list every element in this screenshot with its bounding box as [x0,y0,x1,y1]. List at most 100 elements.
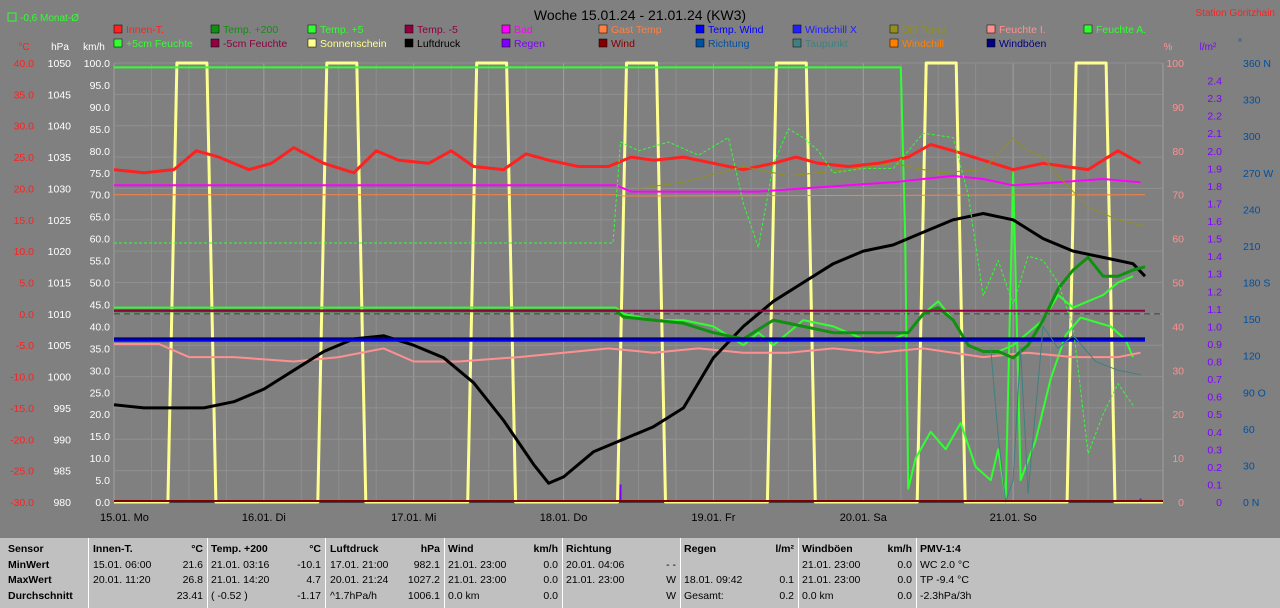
tick-label-hpa: 1035 [48,152,72,164]
stats-temp200-row: ( -0.52 ) -1.17 [211,589,321,602]
stats-richtung-column: Richtung 20.01. 04:06- - 21.01. 23:00 W W [566,542,676,608]
tick-label-kmh: 80.0 [90,146,111,158]
stats-richtung-row: W [666,589,676,602]
legend-swatch [792,38,802,48]
stats-regen-row: 18.01. 09:42 0.1 [684,574,794,586]
axis-unit-direction: ° [1238,38,1242,49]
tick-label-rain: 0.8 [1207,357,1222,369]
tick-label-direction: 150 [1243,314,1261,326]
tick-label-hpa: 980 [53,497,71,509]
tick-label-rain: 1.1 [1207,304,1222,316]
tick-label-rain: 0.9 [1207,339,1222,351]
tick-label-day: 20.01. Sa [840,512,888,524]
tick-label-hpa: 1015 [48,278,72,290]
tick-label-hpa: 1030 [48,183,72,195]
legend-label: Bad [514,24,533,36]
series-gast-temp-line [114,194,1146,197]
legend-label: Luftdruck [417,38,461,50]
tick-label-direction: 90 O [1243,387,1266,399]
stats-min-label: MinWert [8,558,50,571]
tick-label-kmh: 40.0 [90,321,111,333]
tick-label-percent: 70 [1172,190,1184,202]
legend-label: Windchill X [805,24,857,36]
tick-label-percent: 80 [1172,146,1184,158]
tick-label-celsius: 10.0 [14,246,35,258]
legend-label: Innen-T. [126,24,164,36]
stats-windboen-row: 21.01. 23:00 0.0 [802,558,912,571]
stats-innen-row: 20.01. 11:20 26.8 [93,574,203,586]
tick-label-rain: 1.9 [1207,163,1222,175]
series-innen-t--line [113,143,1142,175]
stats-windboen-row: 0.0 km 0.0 [802,589,912,602]
tick-label-hpa: 1000 [48,372,72,384]
tick-label-rain: 0 [1216,497,1222,509]
stats-regen-header: Regen l/m² [684,543,794,555]
legend-label: Gast Temp [611,24,662,36]
legend-swatch [695,24,705,34]
tick-label-celsius: 20.0 [14,183,35,195]
tick-label-rain: 1.6 [1207,216,1222,228]
tick-label-kmh: 5.0 [95,475,110,487]
tick-label-rain: 2.3 [1207,93,1222,105]
tick-label-celsius: -25.0 [10,466,34,478]
stats-innen-row: 15.01. 06:00 21.6 [93,558,203,571]
stats-wind-header: Wind km/h [448,543,558,555]
stats-richtung-row: 21.01. 23:00 W [566,574,676,586]
tick-label-kmh: 90.0 [90,102,111,114]
legend-swatch [404,38,414,48]
legend-swatch [889,24,899,34]
tick-label-rain: 0.7 [1207,374,1222,386]
tick-label-hpa: 1025 [48,215,72,227]
tick-label-kmh: 45.0 [90,299,111,311]
series-diff-temp--line [638,137,1146,227]
stats-wind-row: 21.01. 23:00 0.0 [448,574,558,586]
legend-label: Diff Temp. [902,24,949,36]
legend-label: Windböen [999,38,1046,50]
legend-label: Temp. +5 [320,24,364,36]
stats-windboen-column: Windböen km/h 21.01. 23:00 0.0 21.01. 23:00 0… [802,542,912,608]
tick-label-rain: 0.4 [1207,427,1222,439]
legend-swatch [1083,24,1093,34]
tick-label-kmh: 75.0 [90,168,111,180]
tick-label-rain: 0.3 [1207,444,1222,456]
stats-temp200-row: 21.01. 14:20 4.7 [211,574,321,586]
tick-label-celsius: -5.0 [16,340,34,352]
tick-label-direction: 330 [1243,95,1261,107]
stats-regen-row: Gesamt: 0.2 [684,589,794,602]
stats-luftdruck-column: Luftdruck hPa 17.01. 21:00 982.1 20.01. 21:2… [330,542,440,608]
legend-swatch [113,38,123,48]
legend-swatch [501,38,511,48]
legend-label: Regen [514,38,545,50]
stats-avg-label: Durchschnitt [8,589,73,602]
stats-regen-row [684,558,794,574]
legend-label: Feuchte I. [999,24,1046,36]
stats-wind-row: 21.01. 23:00 0.0 [448,558,558,571]
tick-label-day: 19.01. Fr [691,512,735,524]
tick-label-hpa: 1045 [48,89,72,101]
tick-label-percent: 30 [1172,365,1184,377]
tick-label-kmh: 30.0 [90,365,111,377]
monat-indicator-box [7,12,17,22]
tick-label-percent: 100 [1166,58,1184,70]
tick-label-hpa: 1040 [48,121,72,133]
legend-label: Richtung [708,38,750,50]
legend-swatch [889,38,899,48]
tick-label-kmh: 25.0 [90,387,111,399]
tick-label-direction: 300 [1243,131,1261,143]
tick-label-direction: 30 [1243,460,1255,472]
legend-swatch [307,38,317,48]
tick-label-percent: 60 [1172,234,1184,246]
stats-luftdruck-row: 20.01. 21:24 1027.2 [330,574,440,586]
tick-label-percent: 40 [1172,321,1184,333]
tick-label-kmh: 60.0 [90,234,111,246]
legend-label: Windchill [902,38,944,50]
legend-label: Temp. Wind [708,24,764,36]
legend-swatch [210,24,220,34]
tick-label-celsius: 0.0 [19,309,34,321]
series--5cm-feuchte-line [114,128,1134,455]
stats-pmv-row: WC 2.0 °C [920,558,970,571]
tick-label-celsius: 25.0 [14,152,35,164]
tick-label-celsius: 30.0 [14,121,35,133]
tick-label-hpa: 1050 [48,58,72,70]
